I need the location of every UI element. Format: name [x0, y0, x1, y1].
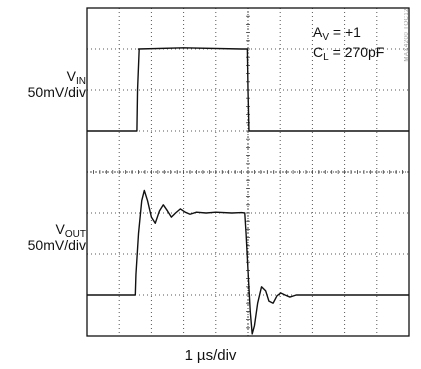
vin-label: VIN [66, 68, 86, 87]
gain-annotation: AV = +1 [313, 24, 361, 43]
plot-frame [86, 7, 410, 337]
x-axis-value: 1 [184, 347, 193, 364]
test-conditions: AV = +1 CL = 270pF [313, 24, 385, 63]
x-axis-label: 1 µs/div [0, 348, 421, 364]
vout-label: VOUT [55, 221, 86, 240]
vin-label-block: VIN 50mV/div [28, 68, 86, 100]
vin-trace [87, 47, 409, 132]
traces [87, 47, 409, 335]
reference-code: MAX4200 TOC12 [404, 8, 410, 62]
vout-trace [87, 189, 409, 335]
vin-scale: 50mV/div [27, 84, 86, 100]
x-axis-unit: µs/div [196, 347, 237, 364]
vout-scale: 50mV/div [27, 237, 86, 253]
load-annotation: CL = 270pF [313, 44, 385, 63]
vout-label-block: VOUT 50mV/div [28, 221, 86, 253]
